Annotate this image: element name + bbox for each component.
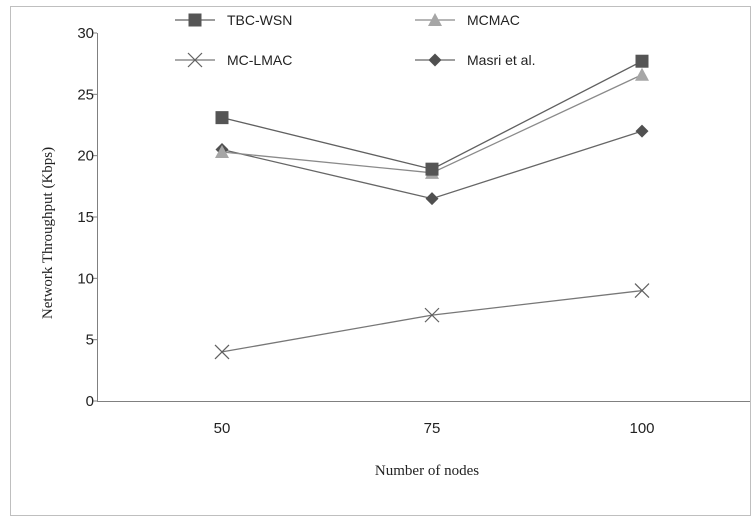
y-tick-label: 0: [86, 393, 94, 410]
series-tbc-wsn: [215, 54, 649, 176]
legend-marker-tbc-wsn: [188, 13, 202, 27]
series-mcmac: [215, 67, 649, 179]
legend-marker-mc-lmac: [187, 52, 203, 68]
y-tick-label: 30: [77, 25, 94, 42]
legend-item-masri-et-al: Masri et al.: [415, 52, 535, 68]
axes: 0 5 10 15 20 25 30 50 75 100: [77, 25, 750, 437]
marker-stroke: [214, 344, 230, 360]
legend-label: TBC-WSN: [227, 12, 292, 28]
series-mc-lmac: [214, 283, 650, 360]
x-tick-label: 75: [424, 420, 441, 437]
data-point-mc-lmac: [214, 344, 230, 360]
data-point-mc-lmac: [634, 283, 650, 299]
y-tick-label: 25: [77, 86, 94, 103]
legend-item-tbc-wsn: TBC-WSN: [175, 12, 292, 28]
legend-item-mcmac: MCMAC: [415, 12, 520, 28]
x-axis-title: Number of nodes: [375, 463, 479, 479]
data-point-tbc-wsn: [215, 111, 229, 125]
y-tick-label: 20: [77, 148, 94, 165]
series-line-mc-lmac: [221, 289, 643, 353]
legend-label: MC-LMAC: [227, 52, 292, 68]
legend-label: Masri et al.: [467, 52, 535, 68]
series-layer: [214, 54, 650, 360]
y-axis-title: Network Throughput (Kbps): [40, 147, 56, 319]
series-line-mcmac: [221, 74, 643, 174]
data-point-mcmac: [635, 67, 649, 81]
legend-label: MCMAC: [467, 12, 520, 28]
chart-border: [10, 6, 751, 516]
legend-item-mc-lmac: MC-LMAC: [175, 52, 292, 68]
marker-stroke: [424, 307, 440, 323]
series-line-tbc-wsn: [221, 60, 643, 170]
y-tick-label: 10: [77, 270, 94, 287]
data-point-mc-lmac: [424, 307, 440, 323]
y-tick-label: 15: [77, 209, 94, 226]
legend-marker-masri-et-al: [428, 53, 442, 67]
marker-stroke: [187, 52, 203, 68]
data-point-masri-et-al: [635, 124, 649, 138]
legend: TBC-WSN MCMAC MC-LMAC Masri et al.: [175, 12, 535, 68]
data-point-tbc-wsn: [425, 162, 439, 176]
marker-stroke: [634, 283, 650, 299]
legend-marker-mcmac: [428, 13, 442, 26]
x-tick-label: 50: [214, 420, 231, 437]
data-point-tbc-wsn: [635, 54, 649, 68]
data-point-mcmac: [215, 144, 229, 158]
x-tick-label: 100: [629, 420, 654, 437]
y-tick-label: 5: [86, 332, 94, 349]
data-point-masri-et-al: [425, 192, 439, 206]
